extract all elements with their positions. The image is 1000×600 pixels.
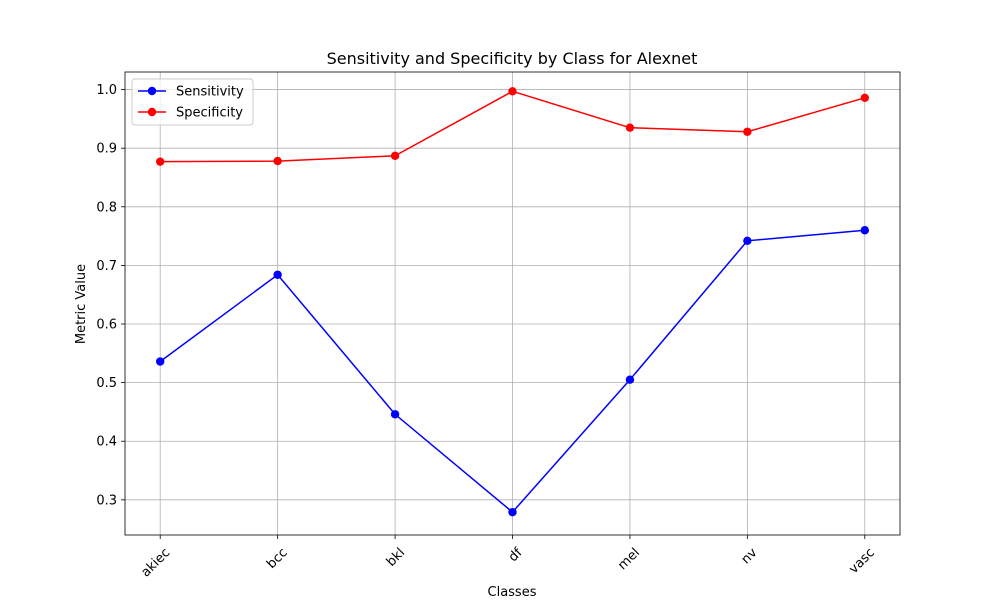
legend-specificity-swatch-marker (147, 107, 157, 117)
specificity-point (273, 156, 282, 166)
x-tick-label: df (506, 545, 526, 565)
y-tick-label: 0.7 (96, 259, 117, 274)
sensitivity-point (156, 357, 165, 366)
specificity-point (860, 93, 869, 102)
x-tick-label: nv (739, 545, 761, 567)
y-tick-label: 0.5 (96, 376, 117, 391)
y-tick-labels: 0.3 0.4 0.5 0.6 0.7 0.8 0.9 1.0 (96, 83, 117, 508)
x-tick-label: mel (615, 545, 643, 573)
y-tick-label: 0.8 (96, 200, 117, 215)
x-axis-label: Classes (488, 585, 537, 600)
legend-sensitivity-swatch-marker (147, 86, 157, 96)
sensitivity-point (390, 410, 400, 419)
sensitivity-point (860, 226, 869, 235)
y-tick-label: 0.4 (96, 435, 117, 450)
chart-title: Sensitivity and Specificity by Class for… (327, 49, 698, 68)
specificity-point (625, 123, 635, 132)
x-tick-label: bcc (264, 545, 291, 572)
legend-specificity-label: Specificity (176, 106, 243, 121)
sensitivity-point (273, 270, 282, 279)
y-tick-label: 0.3 (96, 493, 117, 508)
x-tick-label: vasc (846, 545, 878, 577)
sensitivity-point (625, 375, 635, 384)
x-tick-label: bkl (384, 545, 408, 569)
x-tick-labels: akiec bcc bkl df mel nv vasc (138, 545, 877, 580)
y-tick-label: 1.0 (96, 83, 117, 98)
plot-frame (124, 71, 901, 536)
sensitivity-point (508, 507, 517, 517)
sensitivity-point (743, 236, 752, 245)
grid-lines (125, 72, 900, 535)
y-axis-label: Metric Value (74, 264, 89, 344)
x-tick-label: akiec (138, 545, 173, 580)
series-layer (156, 87, 869, 517)
specificity-point (390, 151, 400, 161)
legend: Sensitivity Specificity (131, 78, 254, 126)
axes (121, 71, 901, 539)
y-tick-label: 0.6 (96, 318, 117, 333)
specificity-point (743, 127, 752, 136)
specificity-point (156, 157, 165, 166)
specificity-point (508, 87, 517, 96)
y-tick-label: 0.9 (96, 142, 117, 157)
legend-sensitivity-label: Sensitivity (176, 85, 244, 100)
